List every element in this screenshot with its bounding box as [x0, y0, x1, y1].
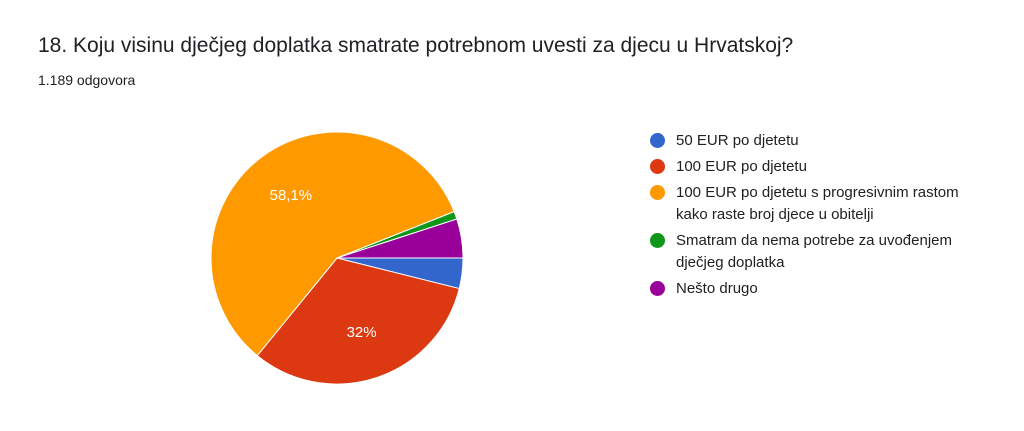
legend-swatch [650, 159, 665, 174]
response-count: 1.189 odgovora [38, 72, 136, 88]
slice-percent-label: 58,1% [270, 187, 313, 204]
legend-item-50-eur: 50 EUR po djetetu [650, 130, 990, 152]
legend-item-something-else: Nešto drugo [650, 278, 990, 300]
legend-swatch [650, 233, 665, 248]
legend-item-100-eur: 100 EUR po djetetu [650, 156, 990, 178]
legend-swatch [650, 185, 665, 200]
question-title: 18. Koju visinu dječjeg doplatka smatrat… [38, 34, 794, 57]
legend-label: 100 EUR po djetetu s progresivnim rastom… [676, 184, 959, 223]
pie-slice [210, 131, 455, 357]
legend-label: Smatram da nema potrebe za uvođenjem dje… [676, 232, 952, 271]
legend-label: 100 EUR po djetetu [676, 158, 807, 175]
slice-percent-label: 32% [347, 324, 377, 341]
legend-swatch [650, 281, 665, 296]
pie-slice [336, 218, 464, 259]
legend-item-no-need: Smatram da nema potrebe za uvođenjem dje… [650, 230, 990, 274]
legend-label: Nešto drugo [676, 280, 758, 297]
pie-slice [256, 257, 460, 385]
chart-legend: 50 EUR po djetetu 100 EUR po djetetu 100… [650, 130, 990, 304]
legend-item-100-eur-progressive: 100 EUR po djetetu s progresivnim rastom… [650, 182, 990, 226]
legend-label: 50 EUR po djetetu [676, 132, 799, 149]
legend-swatch [650, 133, 665, 148]
